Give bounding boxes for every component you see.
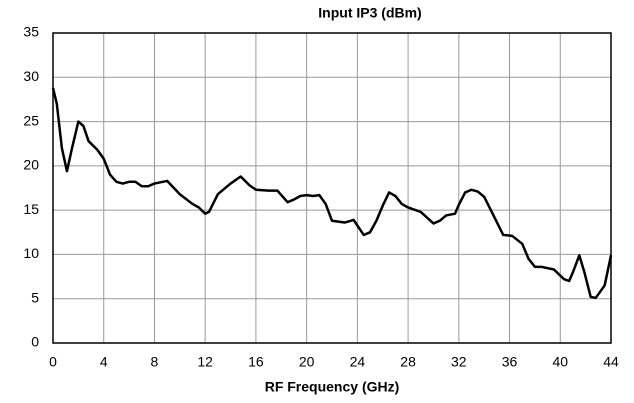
x-tick-label: 8 [151,354,159,370]
y-tick-label: 20 [23,157,39,173]
x-tick-label: 24 [350,354,366,370]
x-tick-label: 20 [299,354,315,370]
x-tick-label: 0 [49,354,57,370]
x-axis-label: RF Frequency (GHz) [265,379,400,395]
x-tick-label: 44 [603,354,619,370]
x-tick-label: 16 [248,354,264,370]
y-tick-label: 30 [23,68,39,84]
y-tick-label: 25 [23,112,39,128]
y-tick-label: 35 [23,24,39,40]
x-tick-label: 4 [100,354,108,370]
y-tick-label: 0 [31,334,39,350]
x-tick-label: 32 [451,354,467,370]
data-line [51,87,613,300]
y-tick-label: 10 [23,245,39,261]
y-tick-label: 5 [31,289,39,305]
x-tick-label: 36 [502,354,518,370]
chart-title: Input IP3 (dBm) [318,5,421,21]
x-tick-label: 40 [552,354,568,370]
x-tick-label: 28 [400,354,416,370]
plot-border [52,32,612,344]
y-tick-label: 15 [23,201,39,217]
x-tick-label: 12 [197,354,213,370]
